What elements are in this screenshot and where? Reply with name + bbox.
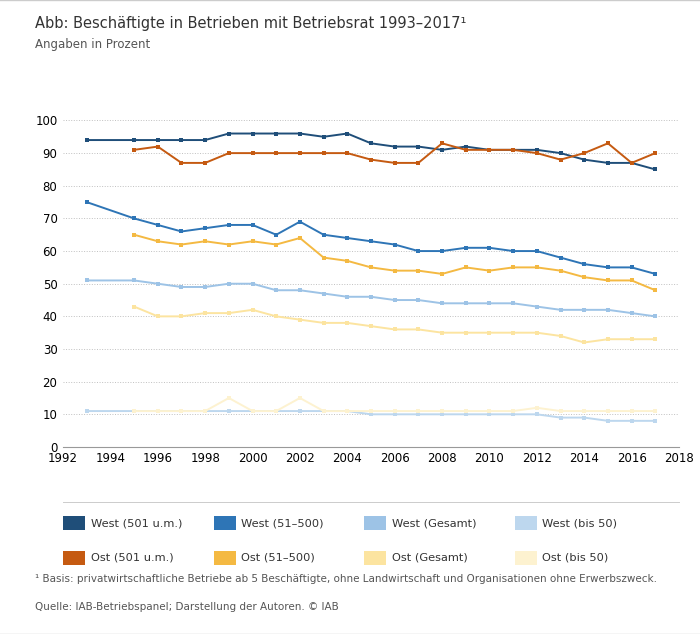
Text: Ost (501 u.m.): Ost (501 u.m.) xyxy=(91,553,174,563)
Text: Ost (Gesamt): Ost (Gesamt) xyxy=(392,553,468,563)
Text: Ost (51–500): Ost (51–500) xyxy=(241,553,315,563)
Text: Angaben in Prozent: Angaben in Prozent xyxy=(35,38,150,51)
Text: Quelle: IAB-Betriebspanel; Darstellung der Autoren. © IAB: Quelle: IAB-Betriebspanel; Darstellung d… xyxy=(35,602,339,612)
Text: West (bis 50): West (bis 50) xyxy=(542,518,617,528)
Text: ¹ Basis: privatwirtschaftliche Betriebe ab 5 Beschäftigte, ohne Landwirtschaft u: ¹ Basis: privatwirtschaftliche Betriebe … xyxy=(35,574,657,584)
Text: Ost (bis 50): Ost (bis 50) xyxy=(542,553,609,563)
Text: West (51–500): West (51–500) xyxy=(241,518,324,528)
Text: West (501 u.m.): West (501 u.m.) xyxy=(91,518,183,528)
Text: Abb: Beschäftigte in Betrieben mit Betriebsrat 1993–2017¹: Abb: Beschäftigte in Betrieben mit Betri… xyxy=(35,16,466,31)
Text: West (Gesamt): West (Gesamt) xyxy=(392,518,477,528)
